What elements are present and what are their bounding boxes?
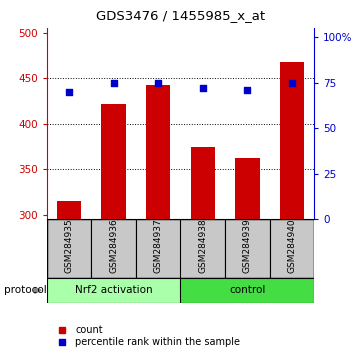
Bar [191,147,215,354]
Point [111,80,117,86]
Bar [47,219,91,278]
Bar [235,159,260,354]
Legend: count, percentile rank within the sample: count, percentile rank within the sample [52,325,240,347]
Point [244,87,250,93]
Point [66,89,72,95]
Text: GSM284939: GSM284939 [243,218,252,273]
Bar [47,278,180,303]
Bar [180,219,225,278]
Bar [146,85,170,354]
Text: GSM284937: GSM284937 [154,218,163,273]
Text: GSM284936: GSM284936 [109,218,118,273]
Point [155,80,161,86]
Text: GDS3476 / 1455985_x_at: GDS3476 / 1455985_x_at [96,9,265,22]
Text: GSM284935: GSM284935 [65,218,74,273]
Bar [57,201,82,354]
Point [200,86,206,91]
Bar [136,219,180,278]
Bar [270,219,314,278]
Text: protocol: protocol [4,285,46,295]
Bar [101,104,126,354]
Text: GSM284940: GSM284940 [287,218,296,273]
Bar [225,219,270,278]
Text: GSM284938: GSM284938 [198,218,207,273]
Bar [279,62,304,354]
Bar [91,219,136,278]
Text: Nrf2 activation: Nrf2 activation [75,285,153,295]
Text: control: control [229,285,265,295]
Point [289,80,295,86]
Bar [180,278,314,303]
